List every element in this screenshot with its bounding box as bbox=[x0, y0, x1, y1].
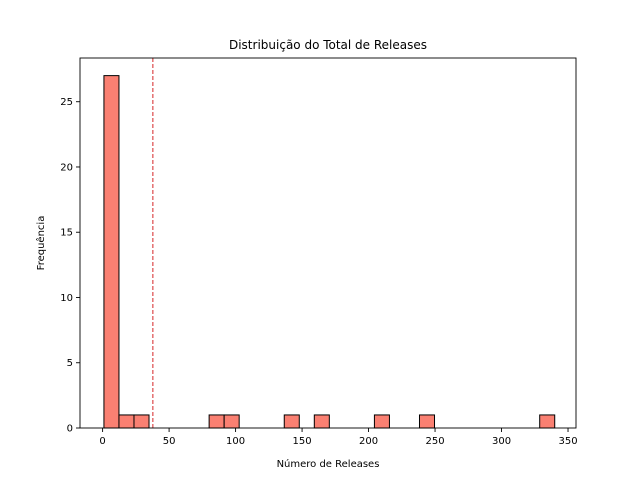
y-tick-label: 15 bbox=[60, 228, 73, 239]
y-axis-label: Frequência bbox=[35, 216, 47, 271]
x-tick-label: 150 bbox=[293, 436, 312, 447]
histogram-bar bbox=[223, 414, 240, 429]
y-tick-label: 5 bbox=[67, 358, 73, 369]
x-tick-label: 0 bbox=[99, 436, 105, 447]
histogram-bar bbox=[283, 414, 300, 429]
x-tick-label: 200 bbox=[359, 436, 378, 447]
y-tick-label: 0 bbox=[67, 424, 73, 435]
y-tick-label: 20 bbox=[60, 162, 73, 173]
x-tick-label: 250 bbox=[425, 436, 444, 447]
histogram-bar bbox=[313, 414, 330, 429]
x-axis: 0 50 100 150 200 250 300 350 bbox=[99, 428, 578, 447]
x-axis-label: Número de Releases bbox=[277, 458, 380, 470]
histogram-bar bbox=[103, 75, 120, 429]
histogram-bar bbox=[118, 414, 135, 429]
x-tick-label: 300 bbox=[492, 436, 511, 447]
histogram-bar bbox=[539, 414, 556, 429]
x-tick-label: 100 bbox=[226, 436, 245, 447]
plot-frame bbox=[79, 57, 577, 429]
x-tick-label: 50 bbox=[163, 436, 176, 447]
y-axis: 0 5 10 15 20 25 bbox=[60, 97, 80, 435]
y-tick-label: 10 bbox=[60, 293, 73, 304]
bars-group bbox=[103, 75, 556, 429]
histogram-bar bbox=[418, 414, 436, 429]
histogram-bar bbox=[373, 414, 390, 429]
x-tick-label: 350 bbox=[558, 436, 577, 447]
y-tick-label: 25 bbox=[60, 97, 73, 108]
histogram-bar bbox=[208, 414, 225, 429]
histogram-bar bbox=[133, 414, 150, 429]
chart-title: Distribuição do Total de Releases bbox=[229, 38, 427, 52]
